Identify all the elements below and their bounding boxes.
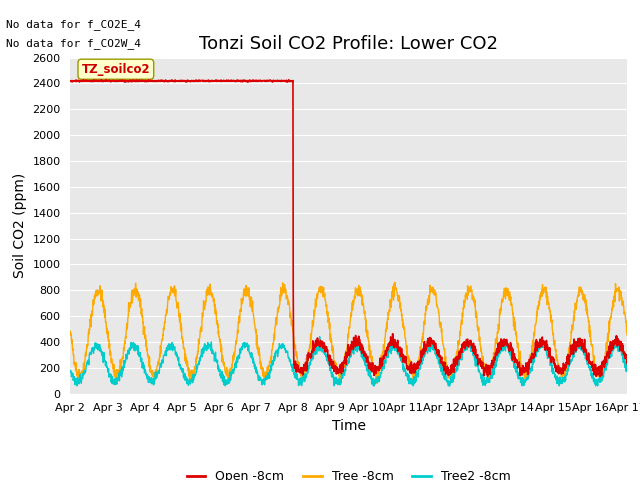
Y-axis label: Soil CO2 (ppm): Soil CO2 (ppm) [13,173,27,278]
Text: No data for f_CO2W_4: No data for f_CO2W_4 [6,38,141,49]
Legend: Open -8cm, Tree -8cm, Tree2 -8cm: Open -8cm, Tree -8cm, Tree2 -8cm [182,465,516,480]
Title: Tonzi Soil CO2 Profile: Lower CO2: Tonzi Soil CO2 Profile: Lower CO2 [199,35,499,53]
Text: TZ_soilco2: TZ_soilco2 [81,63,150,76]
Text: No data for f_CO2E_4: No data for f_CO2E_4 [6,19,141,30]
X-axis label: Time: Time [332,419,366,433]
